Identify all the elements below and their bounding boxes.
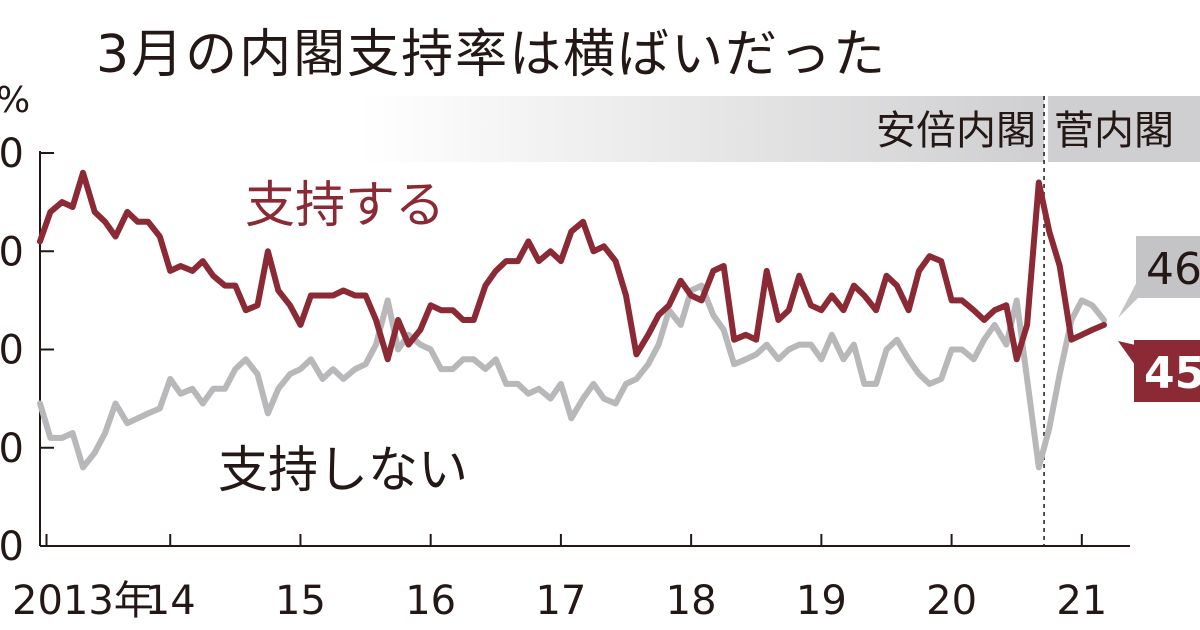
series-line-nonsupport <box>37 282 1107 471</box>
y-tick-label: 40 <box>0 328 24 374</box>
series-line-support <box>37 169 1107 363</box>
y-axis-unit: % <box>0 80 30 121</box>
x-tick-label: 18 <box>666 578 717 624</box>
x-tick-label: 15 <box>275 578 326 624</box>
callout-pointer-nonsupport <box>1117 272 1142 319</box>
period-band-suga <box>1048 96 1200 162</box>
callout-value-nonsupport: 46 <box>1146 244 1200 295</box>
x-tick-label: 14 <box>145 578 196 624</box>
callout-value-support: 45 <box>1144 348 1200 399</box>
series-label-support: 支持する <box>245 176 445 234</box>
y-tick-label: 80 <box>0 131 24 177</box>
period-label-suga: 菅内閣 <box>1054 108 1174 154</box>
chart-title: 3月の内閣支持率は横ばいだった <box>96 25 888 85</box>
x-tick-label: 20 <box>926 578 977 624</box>
period-label-abe: 安倍内閣 <box>876 108 1036 154</box>
y-tick-label: 20 <box>0 426 24 472</box>
y-tick-label: 60 <box>0 229 24 275</box>
x-tick-label: 21 <box>1056 578 1107 624</box>
x-tick-label: 2013年 <box>12 578 154 624</box>
callout-box-nonsupport <box>1136 236 1200 298</box>
series-label-nonsupport: 支持しない <box>218 441 468 499</box>
x-tick-label: 16 <box>405 578 456 624</box>
x-tick-label: 17 <box>535 578 586 624</box>
x-tick-label: 19 <box>796 578 847 624</box>
period-band-abe <box>40 96 1045 162</box>
callout-box-support <box>1134 340 1200 402</box>
y-tick-label: 0 <box>0 524 24 570</box>
